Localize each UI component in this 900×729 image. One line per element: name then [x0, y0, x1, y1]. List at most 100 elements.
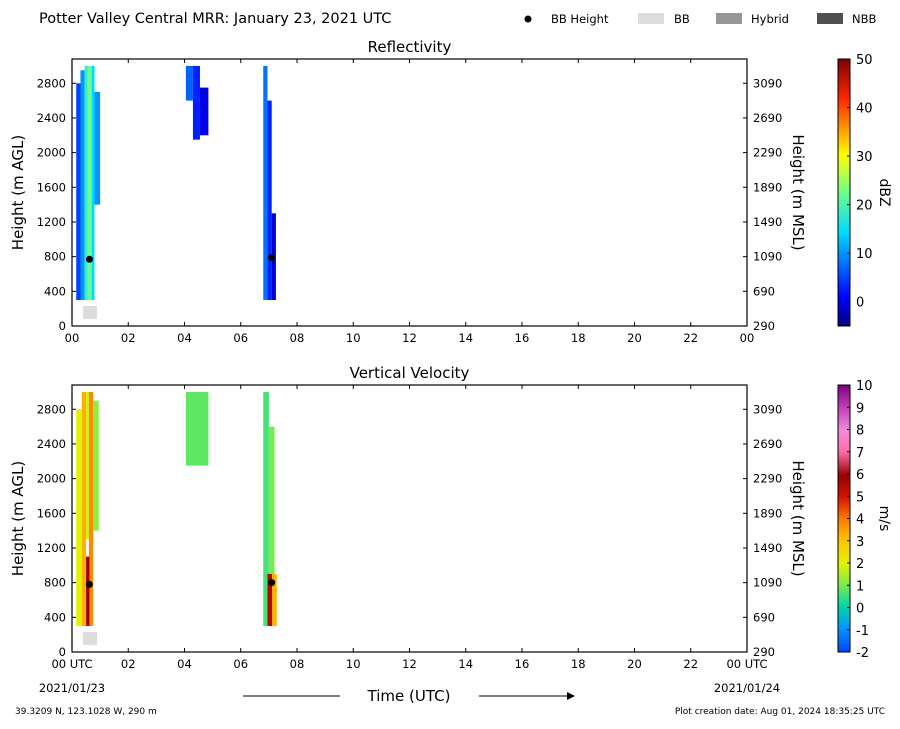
echo-cell [81, 391, 87, 626]
echo-cell [185, 391, 209, 466]
y-tick-label: 0 [59, 319, 66, 333]
colorbar-tick-label: 3 [856, 535, 864, 550]
y-tick-label: 1600 [37, 506, 66, 520]
echo-cell [80, 70, 85, 300]
legend-bb-swatch [638, 13, 664, 24]
echo-cell [84, 65, 88, 300]
colorbar-tick-label: 40 [856, 102, 873, 117]
bb-type-marker [83, 306, 98, 319]
y-right-tick-label: 290 [753, 319, 775, 333]
y-tick-label: 400 [44, 610, 66, 624]
colorbar-tick-label: 6 [856, 468, 864, 483]
bb-height-point [85, 580, 93, 588]
plot-frame [71, 384, 748, 653]
x-tick-label: 20 [627, 331, 642, 345]
echo-cell [267, 100, 272, 300]
colorbar-tick-label: 9 [856, 401, 864, 416]
colorbar-tick-label: 20 [856, 199, 873, 214]
x-tick-label: 04 [177, 657, 192, 671]
echo-cell [263, 65, 268, 300]
echo-cell [87, 65, 92, 300]
y-right-tick-label: 1490 [753, 541, 782, 555]
y-tick-label: 1600 [37, 180, 66, 194]
y-tick-label: 800 [44, 576, 66, 590]
y-right-tick-label: 1890 [753, 180, 782, 194]
x-tick-label: 20 [627, 657, 642, 671]
x-tick-label: 00 [740, 331, 755, 345]
y-axis-label-right: Height (m MSL) [789, 460, 807, 576]
legend-hybrid-label: Hybrid [751, 12, 789, 26]
echo-cell [86, 556, 90, 626]
colorbar-label: dBZ [876, 178, 892, 206]
x-tick-label: 00 [65, 331, 80, 345]
bb-height-point [268, 579, 276, 587]
echo-cell [272, 573, 277, 626]
y-tick-label: 0 [59, 645, 66, 659]
colorbar-tick-label: 7 [856, 446, 864, 461]
x-tick-label: 08 [290, 657, 305, 671]
y-axis-label: Height (m AGL) [9, 461, 27, 576]
legend-nbb-swatch [817, 13, 843, 24]
colorbar-tick-label: 10 [856, 379, 873, 394]
y-right-tick-label: 2690 [753, 111, 782, 125]
plot-creation-date: Plot creation date: Aug 01, 2024 18:35:2… [675, 707, 885, 717]
colorbar-label: m/s [876, 506, 892, 532]
x-tick-label: 12 [402, 331, 417, 345]
bb-height-point [268, 254, 276, 262]
panel-title: Vertical Velocity [350, 364, 470, 382]
x-tick-label: 02 [121, 331, 136, 345]
y-tick-label: 2000 [37, 146, 66, 160]
y-tick-label: 2400 [37, 111, 66, 125]
colorbar-tick-label: 8 [856, 424, 864, 439]
echo-cell [199, 87, 209, 136]
x-tick-label: 22 [683, 657, 698, 671]
y-tick-label: 2800 [37, 76, 66, 90]
x-tick-label: 18 [571, 657, 586, 671]
colorbar-tick-label: 1 [856, 579, 864, 594]
colorbar-tick-label: 50 [856, 53, 873, 68]
y-right-tick-label: 1890 [753, 506, 782, 520]
y-tick-label: 2000 [37, 472, 66, 486]
y-right-tick-label: 1090 [753, 576, 782, 590]
x-tick-label: 00 UTC [51, 657, 92, 671]
x-tick-label: 06 [233, 657, 248, 671]
legend-hybrid-swatch [716, 13, 742, 24]
x-tick-label: 06 [233, 331, 248, 345]
echo-cell [263, 391, 269, 626]
echo-cell [76, 409, 82, 626]
y-right-tick-label: 3090 [753, 76, 782, 90]
echo-cell [88, 391, 94, 626]
echo-cell [93, 400, 99, 531]
echo-cell [94, 91, 101, 205]
y-right-tick-label: 290 [753, 645, 775, 659]
panel-title: Reflectivity [368, 38, 452, 56]
x-tick-label: 14 [458, 657, 473, 671]
y-tick-label: 2400 [37, 437, 66, 451]
x-tick-label: 16 [515, 331, 530, 345]
y-right-tick-label: 690 [753, 610, 775, 624]
time-axis-footer: 2021/01/23 2021/01/24 Time (UTC) 39.3209… [15, 681, 885, 717]
legend-bb-label: BB [674, 12, 690, 26]
y-right-tick-label: 1490 [753, 215, 782, 229]
echo-cell [267, 573, 273, 626]
bb-height-point [85, 255, 93, 263]
x-tick-label: 00 UTC [726, 657, 767, 671]
y-tick-label: 400 [44, 284, 66, 298]
legend-bb-height-marker [524, 15, 532, 23]
colorbar [837, 58, 851, 327]
colorbar-tick-label: 0 [856, 296, 864, 311]
x-tick-label: 16 [515, 657, 530, 671]
colorbar-tick-label: 10 [856, 247, 873, 262]
y-right-tick-label: 690 [753, 284, 775, 298]
end-date-label: 2021/01/24 [714, 681, 780, 695]
echo-cell [268, 426, 275, 574]
bb-type-marker [83, 632, 98, 645]
x-tick-label: 10 [346, 331, 361, 345]
colorbar-tick-label: 2 [856, 557, 864, 572]
y-tick-label: 2800 [37, 402, 66, 416]
y-tick-label: 800 [44, 250, 66, 264]
x-tick-label: 22 [683, 331, 698, 345]
